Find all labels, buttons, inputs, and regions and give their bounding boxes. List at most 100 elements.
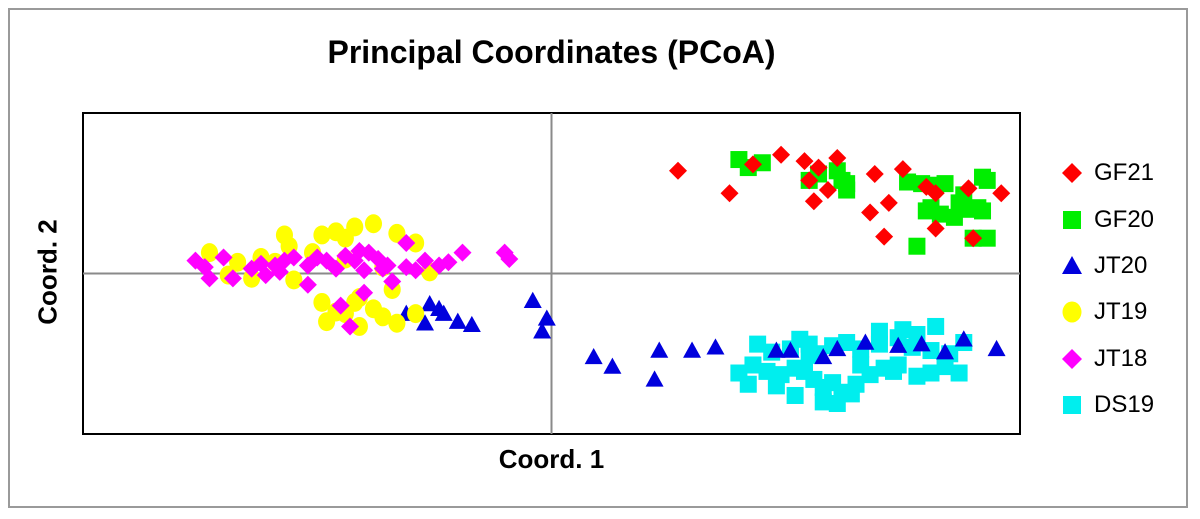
point-jt20 bbox=[987, 339, 1006, 357]
series-gf21 bbox=[668, 145, 1011, 248]
point-ds19 bbox=[767, 377, 785, 395]
point-gf20 bbox=[978, 229, 996, 247]
point-gf21 bbox=[772, 145, 791, 164]
point-jt19 bbox=[388, 223, 406, 243]
point-jt18 bbox=[355, 283, 374, 302]
legend-label: GF20 bbox=[1094, 205, 1155, 233]
point-jt20 bbox=[683, 341, 702, 358]
point-jt18 bbox=[284, 248, 303, 267]
point-gf21 bbox=[795, 152, 814, 171]
point-jt20 bbox=[523, 291, 542, 308]
point-jt18 bbox=[256, 266, 275, 285]
legend-item-gf20: GF20 bbox=[1060, 196, 1190, 242]
point-jt18 bbox=[355, 261, 374, 280]
legend-label: JT18 bbox=[1094, 344, 1148, 372]
point-gf21 bbox=[818, 181, 837, 200]
legend-label: JT20 bbox=[1094, 251, 1148, 279]
point-jt19 bbox=[374, 307, 392, 327]
point-gf20 bbox=[978, 171, 996, 189]
point-ds19 bbox=[908, 367, 926, 385]
point-jt19 bbox=[229, 252, 247, 272]
legend-label: DS19 bbox=[1094, 391, 1155, 419]
point-jt20 bbox=[537, 309, 556, 326]
point-jt18 bbox=[214, 248, 233, 267]
point-jt19 bbox=[313, 292, 331, 312]
point-jt20 bbox=[584, 347, 603, 365]
point-ds19 bbox=[870, 322, 888, 340]
point-jt20 bbox=[603, 357, 622, 374]
legend-item-ds19: DS19 bbox=[1060, 382, 1190, 428]
point-ds19 bbox=[922, 364, 940, 382]
y-axis-label: Coord. 2 bbox=[32, 219, 63, 325]
point-gf21 bbox=[800, 171, 819, 190]
legend: GF21 GF20 JT20 JT19 JT18 DS19 bbox=[1060, 150, 1190, 428]
point-ds19 bbox=[950, 364, 968, 382]
legend-marker-shape bbox=[1062, 255, 1082, 274]
point-jt18 bbox=[341, 317, 360, 336]
legend-marker-square-icon bbox=[1063, 396, 1081, 415]
point-ds19 bbox=[739, 375, 757, 393]
point-gf21 bbox=[828, 148, 847, 167]
point-jt20 bbox=[420, 294, 439, 312]
legend-marker-circle-icon bbox=[1062, 301, 1082, 323]
x-axis-label: Coord. 1 bbox=[498, 444, 605, 474]
point-jt20 bbox=[645, 370, 664, 387]
point-jt19 bbox=[285, 270, 303, 290]
point-jt20 bbox=[767, 341, 786, 358]
point-ds19 bbox=[852, 356, 870, 374]
point-jt18 bbox=[373, 259, 392, 278]
point-gf21 bbox=[804, 192, 823, 211]
legend-label: GF21 bbox=[1094, 159, 1155, 187]
point-jt20 bbox=[856, 333, 875, 350]
legend-item-jt18: JT18 bbox=[1060, 336, 1190, 382]
point-jt18 bbox=[439, 253, 458, 272]
point-jt18 bbox=[416, 251, 435, 270]
legend-marker-square-icon bbox=[1063, 210, 1081, 229]
point-jt18 bbox=[270, 262, 289, 281]
point-gf20 bbox=[945, 208, 963, 226]
point-jt18 bbox=[453, 243, 472, 262]
point-ds19 bbox=[936, 358, 954, 376]
point-gf21 bbox=[926, 184, 945, 203]
legend-marker-shape bbox=[1063, 396, 1081, 415]
point-ds19 bbox=[786, 386, 804, 404]
point-ds19 bbox=[903, 338, 921, 356]
point-gf21 bbox=[926, 219, 945, 238]
point-gf20 bbox=[936, 175, 954, 193]
point-jt18 bbox=[350, 242, 369, 261]
point-jt20 bbox=[936, 343, 955, 360]
point-gf21 bbox=[879, 193, 898, 212]
point-ds19 bbox=[927, 317, 945, 335]
point-jt20 bbox=[448, 312, 467, 329]
point-gf21 bbox=[875, 227, 894, 246]
point-ds19 bbox=[894, 321, 912, 339]
point-jt19 bbox=[313, 225, 331, 245]
point-gf20 bbox=[922, 199, 940, 217]
point-jt19 bbox=[243, 268, 261, 288]
point-jt19 bbox=[200, 243, 219, 263]
point-gf20 bbox=[838, 181, 856, 199]
point-jt18 bbox=[500, 250, 519, 269]
point-gf21 bbox=[861, 203, 880, 222]
point-gf21 bbox=[992, 184, 1011, 203]
legend-label: JT19 bbox=[1094, 298, 1148, 326]
point-jt20 bbox=[828, 339, 847, 357]
point-jt20 bbox=[889, 336, 908, 353]
legend-item-gf21: GF21 bbox=[1060, 150, 1190, 196]
point-jt19 bbox=[364, 214, 383, 234]
legend-marker-diamond-icon bbox=[1062, 163, 1082, 184]
point-jt18 bbox=[406, 261, 425, 280]
point-gf21 bbox=[668, 161, 687, 180]
point-gf21 bbox=[743, 155, 762, 174]
legend-marker-shape bbox=[1063, 210, 1081, 229]
point-ds19 bbox=[828, 395, 846, 413]
legend-marker-diamond-icon bbox=[1062, 348, 1082, 369]
legend-item-jt20: JT20 bbox=[1060, 243, 1190, 289]
point-jt20 bbox=[533, 322, 552, 339]
point-ds19 bbox=[814, 393, 832, 411]
legend-item-jt19: JT19 bbox=[1060, 289, 1190, 335]
point-jt18 bbox=[298, 275, 317, 294]
point-ds19 bbox=[749, 335, 767, 353]
point-ds19 bbox=[842, 385, 860, 403]
